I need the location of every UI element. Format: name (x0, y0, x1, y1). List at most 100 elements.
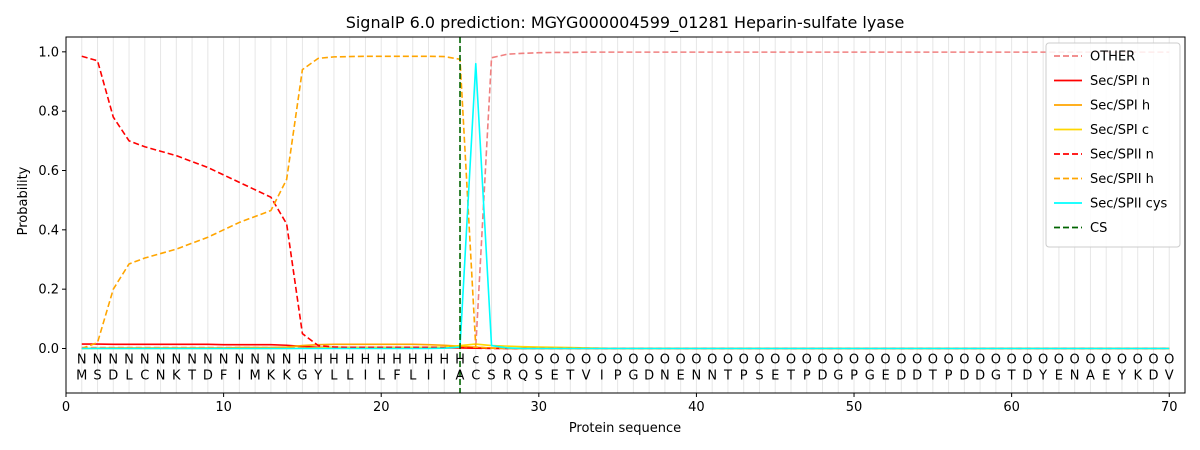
residue-letter: M (250, 369, 261, 384)
region-label: O (786, 352, 796, 367)
region-label: H (408, 352, 418, 367)
residue-letter: D (644, 369, 654, 384)
region-label: O (1101, 352, 1111, 367)
y-tick-label: 0.2 (38, 283, 59, 298)
region-label: O (486, 352, 496, 367)
residue-letter: L (330, 369, 338, 384)
region-label: O (865, 352, 875, 367)
region-label: O (518, 352, 528, 367)
residue-letter: I (364, 369, 368, 384)
region-label: O (959, 352, 969, 367)
y-tick-label: 0.4 (38, 223, 59, 238)
residue-letter: M (76, 369, 87, 384)
region-label: O (676, 352, 686, 367)
grid-layer (81, 37, 1170, 393)
region-label: O (896, 352, 906, 367)
region-label: H (298, 352, 308, 367)
legend-label: CS (1090, 221, 1107, 236)
residue-letter: D (896, 369, 906, 384)
region-label: N (77, 352, 87, 367)
region-label: H (345, 352, 355, 367)
x-tick-label: 60 (1003, 400, 1020, 415)
region-label: O (628, 352, 638, 367)
residue-letter: E (881, 369, 889, 384)
residue-letter: S (487, 369, 495, 384)
region-label: O (565, 352, 575, 367)
residue-layer: NMNSNDNLNCNNNKNTNDNFNINMNKNKHGHYHLHLHIHL… (76, 352, 1174, 383)
residue-letter: I (427, 369, 431, 384)
residue-letter: T (723, 369, 732, 384)
residue-letter: G (991, 369, 1001, 384)
residue-letter: K (1133, 369, 1142, 384)
residue-letter: Y (1117, 369, 1126, 384)
residue-letter: A (1086, 369, 1095, 384)
residue-letter: A (456, 369, 465, 384)
x-tick-label: 0 (62, 400, 70, 415)
region-label: O (817, 352, 827, 367)
residue-letter: E (771, 369, 779, 384)
residue-letter: G (865, 369, 875, 384)
residue-letter: F (220, 369, 227, 384)
x-tick-label: 70 (1161, 400, 1178, 415)
residue-letter: S (93, 369, 101, 384)
region-label: O (754, 352, 764, 367)
residue-letter: N (1070, 369, 1080, 384)
region-label: O (975, 352, 985, 367)
residue-letter: D (959, 369, 969, 384)
residue-letter: T (187, 369, 196, 384)
region-label: O (549, 352, 559, 367)
region-label: O (613, 352, 623, 367)
residue-letter: L (378, 369, 386, 384)
residue-letter: T (565, 369, 574, 384)
region-label: O (581, 352, 591, 367)
residue-letter: E (677, 369, 685, 384)
residue-letter: Y (313, 369, 322, 384)
residue-letter: P (803, 369, 811, 384)
residue-letter: S (755, 369, 763, 384)
residue-letter: N (692, 369, 702, 384)
x-tick-label: 50 (846, 400, 863, 415)
region-label: O (943, 352, 953, 367)
residue-letter: L (409, 369, 417, 384)
region-label: O (660, 352, 670, 367)
region-label: O (534, 352, 544, 367)
legend-label: Sec/SPII n (1090, 148, 1154, 163)
residue-letter: D (817, 369, 827, 384)
x-tick-label: 10 (215, 400, 232, 415)
residue-letter: G (833, 369, 843, 384)
residue-letter: G (297, 369, 307, 384)
plot-layer (81, 37, 1170, 393)
residue-letter: V (1165, 369, 1174, 384)
region-label: N (187, 352, 197, 367)
region-label: O (739, 352, 749, 367)
region-label: H (376, 352, 386, 367)
residue-letter: D (912, 369, 922, 384)
residue-letter: N (156, 369, 166, 384)
legend-label: Sec/SPII cys (1090, 197, 1168, 212)
residue-letter: C (471, 369, 480, 384)
x-tick-label: 30 (531, 400, 548, 415)
x-axis-label: Protein sequence (569, 421, 681, 436)
region-label: N (266, 352, 276, 367)
residue-letter: P (850, 369, 858, 384)
residue-letter: K (267, 369, 276, 384)
region-label: O (770, 352, 780, 367)
residue-letter: T (786, 369, 795, 384)
residue-letter: L (346, 369, 354, 384)
region-label: H (361, 352, 371, 367)
region-label: O (691, 352, 701, 367)
residue-letter: S (535, 369, 543, 384)
region-label: O (644, 352, 654, 367)
region-label: O (1038, 352, 1048, 367)
y-axis-label: Probability (16, 166, 31, 235)
legend-box (1045, 42, 1181, 248)
region-label: c (472, 352, 479, 367)
region-label: N (156, 352, 166, 367)
legend-label: Sec/SPI c (1090, 123, 1149, 138)
residue-letter: G (628, 369, 638, 384)
series-line (81, 55, 1170, 350)
residue-letter: I (237, 369, 241, 384)
residue-letter: K (172, 369, 181, 384)
y-tick-label: 0.0 (38, 342, 59, 357)
region-label: O (1148, 352, 1158, 367)
